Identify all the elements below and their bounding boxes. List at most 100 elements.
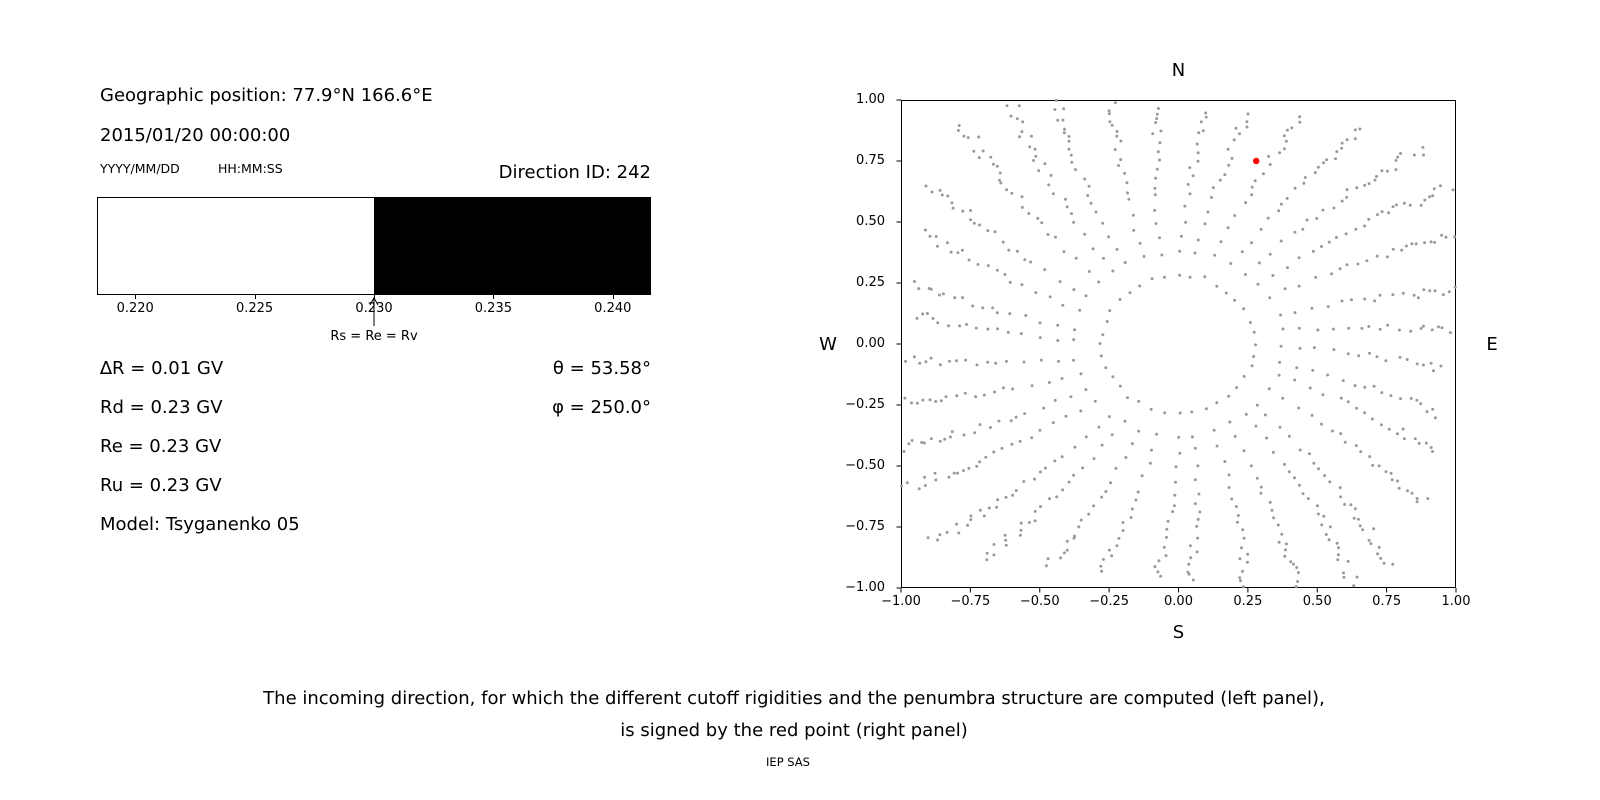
direction-dot: [1213, 253, 1217, 257]
direction-dot: [938, 439, 942, 443]
direction-dot: [947, 475, 951, 479]
direction-dot: [1320, 422, 1323, 426]
direction-dot: [1127, 197, 1131, 201]
direction-dot: [1385, 255, 1389, 259]
direction-dot: [1110, 433, 1114, 437]
direction-dot: [1046, 233, 1050, 236]
direction-dot: [1415, 398, 1419, 402]
direction-dot: [1301, 227, 1305, 231]
direction-dot: [1093, 399, 1097, 403]
direction-dot: [1391, 293, 1395, 297]
direction-dot: [1107, 235, 1111, 239]
direction-dot: [927, 287, 931, 290]
x-tick-label: 1.00: [1441, 594, 1471, 609]
direction-dot: [1297, 483, 1301, 487]
direction-dot: [1441, 293, 1445, 297]
direction-dot: [1338, 486, 1342, 490]
direction-dot: [1283, 462, 1286, 466]
x-tick-label: 0.00: [1164, 594, 1193, 609]
direction-dot: [1137, 429, 1141, 433]
direction-dot: [1363, 385, 1367, 389]
direction-dot: [1336, 553, 1340, 557]
direction-dot: [1236, 514, 1240, 517]
direction-dot: [1293, 230, 1297, 234]
direction-dot: [1355, 575, 1359, 579]
direction-dot: [992, 450, 996, 454]
direction-dot: [1367, 325, 1371, 328]
direction-dot: [1332, 206, 1336, 210]
direction-dot: [1377, 545, 1381, 549]
direction-dot: [1097, 280, 1101, 284]
direction-dot: [917, 487, 921, 491]
direction-dot: [1115, 134, 1119, 138]
direction-dot: [1352, 584, 1356, 588]
direction-dot: [1287, 434, 1291, 438]
direction-dot: [1367, 182, 1371, 186]
direction-dot: [997, 419, 1001, 423]
direction-dot: [1126, 396, 1129, 400]
direction-dot: [1033, 477, 1036, 481]
direction-dot: [1159, 129, 1163, 133]
direction-dot: [936, 538, 940, 542]
direction-dot: [936, 244, 939, 248]
direction-dot: [1447, 290, 1451, 294]
direction-dot: [1155, 112, 1159, 116]
direction-dot: [1267, 154, 1271, 158]
scatter-y-tick-labels: 1.00 0.75 0.50 0.25 0.00 −0.25 −0.50 −0.75 −1.00: [832, 92, 893, 595]
direction-dot: [978, 223, 981, 227]
direction-dot: [1033, 147, 1037, 151]
direction-dot: [928, 234, 932, 238]
direction-dot: [1110, 554, 1114, 558]
direction-dot: [1296, 571, 1300, 575]
direction-dot: [994, 361, 998, 365]
direction-dot: [1188, 192, 1192, 196]
direction-dot: [1367, 538, 1371, 542]
direction-dot: [1279, 344, 1283, 348]
direction-dot: [995, 505, 999, 509]
direction-dot: [1027, 212, 1031, 215]
direction-dot: [917, 287, 921, 291]
direction-dot: [1107, 112, 1111, 116]
direction-dot: [1154, 121, 1158, 124]
direction-dot: [1049, 173, 1053, 177]
direction-dot: [1104, 366, 1108, 370]
direction-dot: [907, 442, 911, 446]
direction-dot: [934, 400, 938, 403]
direction-dot: [1158, 236, 1161, 240]
direction-dot: [1115, 130, 1119, 133]
direction-dot: [1034, 154, 1038, 158]
direction-dot: [1410, 242, 1414, 246]
direction-dot: [1356, 517, 1360, 521]
direction-dot: [986, 229, 990, 233]
penumbra-plot-area: [98, 198, 650, 294]
direction-dot: [1433, 289, 1437, 293]
direction-dot: [1266, 216, 1270, 220]
model-label: Model: Tsyganenko 05: [100, 514, 300, 535]
direction-dot: [1033, 519, 1037, 523]
direction-dot: [944, 395, 948, 399]
direction-dot: [992, 543, 996, 546]
direction-dot: [1244, 412, 1248, 416]
direction-dot: [1386, 323, 1390, 327]
direction-dot: [1054, 98, 1058, 102]
direction-dot: [1406, 489, 1409, 493]
direction-dot: [1196, 536, 1200, 540]
direction-dot: [1191, 174, 1195, 178]
direction-dot: [1311, 368, 1315, 372]
direction-dot: [1245, 125, 1249, 129]
direction-dot: [1062, 551, 1066, 555]
direction-dot: [936, 321, 940, 325]
direction-dot: [1150, 277, 1154, 281]
direction-dot: [1396, 432, 1399, 436]
direction-dot: [1113, 148, 1117, 152]
direction-dot: [1084, 388, 1088, 392]
direction-dot: [950, 430, 954, 434]
direction-dot: [989, 155, 993, 159]
direction-dot: [1101, 221, 1105, 225]
direction-dot: [1431, 194, 1435, 198]
direction-dot: [1384, 359, 1388, 363]
direction-dot: [1195, 524, 1199, 528]
compass-north-label: N: [1171, 60, 1186, 81]
direction-dot: [1419, 327, 1423, 330]
direction-dot: [1270, 508, 1274, 512]
